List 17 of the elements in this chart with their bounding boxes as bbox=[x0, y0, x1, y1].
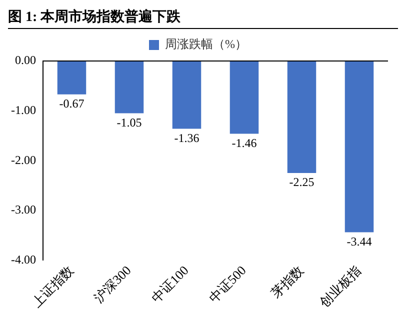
chart-title: 图 1: 本周市场指数普遍下跌 bbox=[8, 8, 398, 29]
data-label: -3.44 bbox=[346, 234, 372, 248]
y-tick-label: -2.00 bbox=[10, 152, 36, 167]
data-label: -1.46 bbox=[232, 136, 257, 150]
data-label: -0.67 bbox=[59, 96, 84, 111]
data-label: -1.36 bbox=[174, 130, 200, 145]
x-tick-label: 中证100 bbox=[148, 262, 192, 306]
y-tick-label: 0.00 bbox=[14, 53, 36, 68]
x-tick-label: 茅指数 bbox=[268, 262, 306, 301]
y-tick-label: -3.00 bbox=[10, 202, 36, 217]
data-label: -2.25 bbox=[289, 175, 314, 190]
x-tick-label: 创业板指 bbox=[316, 262, 364, 310]
legend-label: 周涨跌幅（%） bbox=[165, 37, 247, 52]
data-label: -1.05 bbox=[116, 115, 142, 130]
x-tick-label: 中证500 bbox=[206, 262, 249, 306]
x-tick-label: 沪深300 bbox=[91, 262, 134, 306]
y-tick-label: -1.00 bbox=[10, 102, 36, 117]
